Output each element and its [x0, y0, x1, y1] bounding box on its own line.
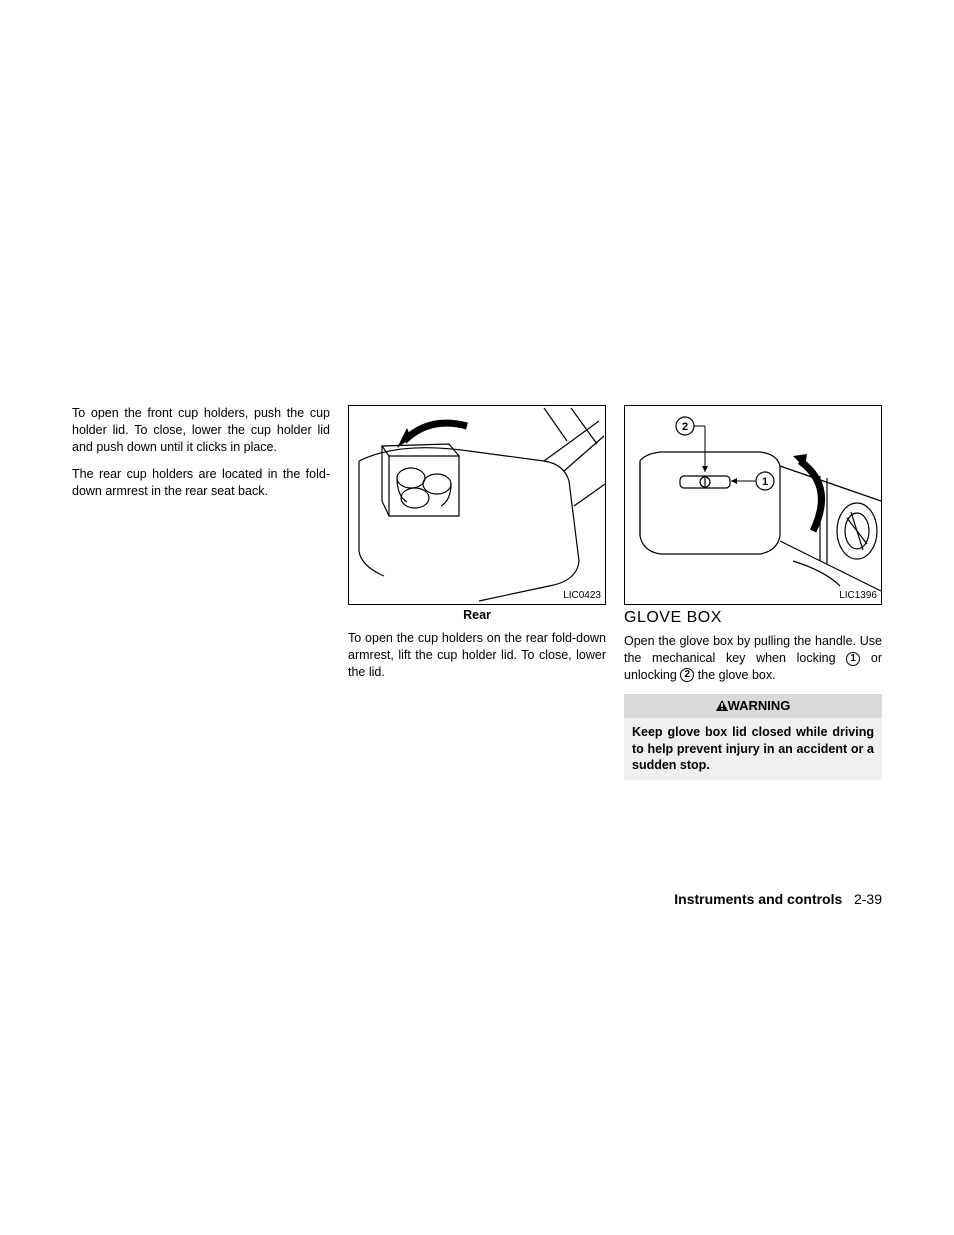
rear-cup-holder-location-text: The rear cup holders are located in the … — [72, 466, 330, 500]
column-1: To open the front cup holders, push the … — [72, 405, 330, 780]
text-part: the glove box. — [694, 668, 775, 682]
page-footer: Instruments and controls 2-39 — [674, 891, 882, 907]
glove-box-heading: GLOVE BOX — [624, 609, 882, 627]
page-content: To open the front cup holders, push the … — [72, 405, 882, 780]
callout-1-label: 1 — [762, 476, 768, 488]
warning-label: WARNING — [728, 698, 791, 713]
glove-box-text: Open the glove box by pulling the handle… — [624, 633, 882, 684]
rear-cupholder-illustration — [349, 406, 607, 606]
text-part: Open the glove box by pulling the handle… — [624, 634, 882, 665]
front-cup-holder-text: To open the front cup holders, push the … — [72, 405, 330, 456]
circled-2-icon: 2 — [680, 668, 694, 682]
footer-section: Instruments and controls — [674, 891, 842, 907]
figure-id-label: LIC0423 — [563, 590, 601, 601]
footer-page: 2-39 — [854, 891, 882, 907]
callout-2-label: 2 — [682, 421, 688, 433]
figure-caption: Rear — [348, 608, 606, 622]
column-3: 1 2 LIC1396 GLOVE BOX Open the glove box… — [624, 405, 882, 780]
column-2: LIC0423 Rear To open the cup holders on … — [348, 405, 606, 780]
warning-header: WARNING — [624, 694, 882, 718]
warning-triangle-icon — [716, 699, 728, 714]
warning-body: Keep glove box lid closed while driving … — [624, 718, 882, 781]
glove-box-illustration: 1 2 — [625, 406, 883, 606]
figure-rear-cupholder: LIC0423 — [348, 405, 606, 605]
rear-cup-holder-open-text: To open the cup holders on the rear fold… — [348, 630, 606, 681]
figure-id-label: LIC1396 — [839, 590, 877, 601]
circled-1-icon: 1 — [846, 652, 860, 666]
figure-glove-box: 1 2 LIC1396 — [624, 405, 882, 605]
